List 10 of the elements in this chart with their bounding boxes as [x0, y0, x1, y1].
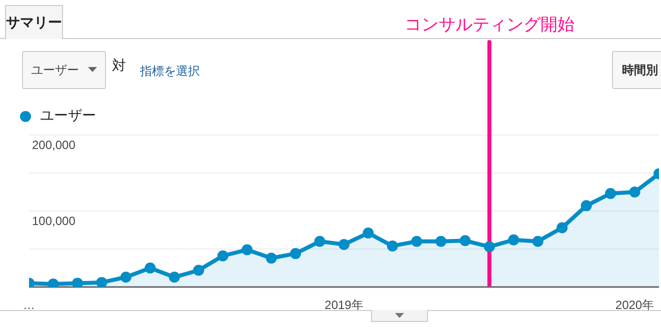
text: 時間別 [612, 51, 661, 89]
y-tick-label: 200,000 [32, 138, 76, 152]
text: 指標を選択 [140, 63, 200, 80]
legend-label: ユーザー [39, 107, 96, 125]
x-tick-label: … [23, 298, 35, 312]
text: サマリー [5, 5, 63, 39]
text: 対 [112, 57, 126, 75]
ref-line-label: コンサルティング開始 [404, 15, 574, 34]
y-tick-label: 100,000 [32, 214, 76, 228]
text: ユーザー [22, 51, 106, 89]
